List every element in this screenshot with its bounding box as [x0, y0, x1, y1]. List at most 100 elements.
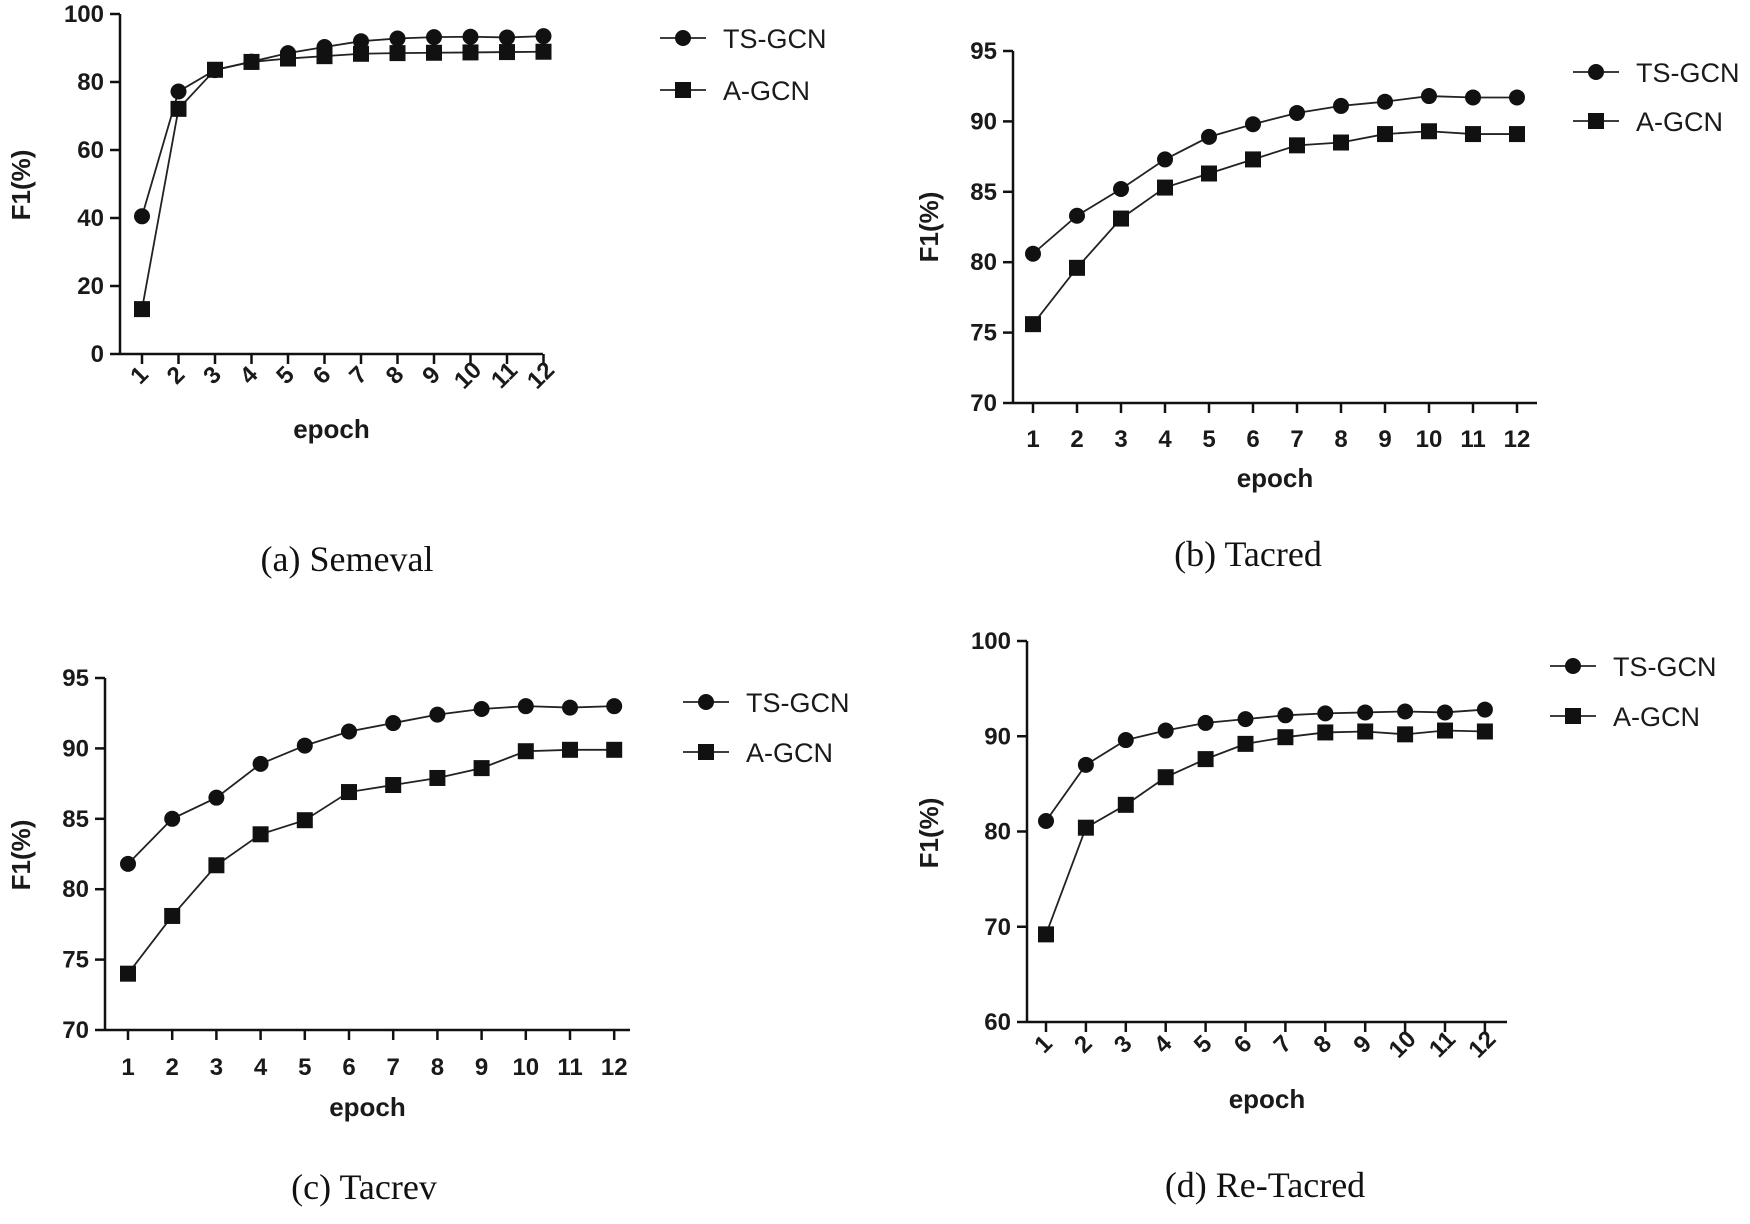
data-point-ts-gcn [1317, 705, 1334, 722]
x-axis-label: epoch [1229, 1084, 1306, 1114]
data-point-a-gcn [1277, 729, 1294, 746]
y-tick-label: 75 [970, 320, 997, 347]
data-point-a-gcn [164, 907, 181, 924]
data-point-ts-gcn [208, 789, 225, 806]
y-tick-label: 80 [62, 876, 89, 903]
x-tick-label: 11 [1460, 426, 1485, 453]
data-point-a-gcn [1377, 126, 1393, 143]
data-point-ts-gcn [1476, 701, 1493, 718]
panel-caption: (b) Tacred [1174, 534, 1322, 574]
data-point-ts-gcn [1038, 813, 1054, 830]
y-tick-label: 100 [64, 1, 104, 28]
legend-label-a-gcn: A-GCN [746, 738, 833, 768]
data-point-ts-gcn [1277, 707, 1294, 724]
data-point-a-gcn [473, 760, 490, 777]
data-point-ts-gcn [1421, 88, 1437, 105]
data-point-ts-gcn [1245, 116, 1261, 133]
series-line-a-gcn [127, 748, 615, 975]
data-point-a-gcn [1476, 723, 1493, 740]
legend-marker-a-gcn [1588, 113, 1604, 129]
data-point-a-gcn [243, 53, 260, 70]
y-tick-label: 75 [62, 947, 89, 974]
data-point-a-gcn [208, 857, 225, 874]
panel-caption: (d) Re-Tacred [1165, 1165, 1365, 1205]
data-point-a-gcn [1038, 926, 1054, 943]
legend-label-a-gcn: A-GCN [1613, 702, 1700, 732]
series-line-ts-gcn [1045, 708, 1485, 822]
x-tick-label: 9 [475, 1054, 488, 1081]
y-tick-label: 80 [984, 819, 1011, 846]
data-point-ts-gcn [1117, 732, 1134, 749]
x-tick-label: 8 [1309, 1030, 1338, 1059]
x-tick-label: 7 [1269, 1030, 1298, 1059]
x-tick-label: 10 [449, 357, 487, 395]
x-tick-label: 2 [1070, 426, 1083, 453]
data-point-ts-gcn [1025, 245, 1041, 262]
x-tick-label: 1 [125, 361, 154, 390]
x-tick-label: 9 [417, 361, 446, 390]
data-point-ts-gcn [562, 699, 578, 716]
data-point-a-gcn [1025, 316, 1041, 333]
data-point-a-gcn [1333, 134, 1349, 151]
legend-marker-a-gcn [698, 744, 714, 760]
x-tick-label: 11 [1424, 1026, 1461, 1063]
x-tick-label: 3 [1109, 1030, 1138, 1059]
y-axis-label: F1(%) [914, 192, 944, 263]
y-tick-label: 95 [970, 38, 997, 65]
data-point-a-gcn [426, 44, 442, 61]
data-point-a-gcn [1437, 722, 1453, 739]
data-point-ts-gcn [1077, 756, 1094, 773]
y-tick-label: 60 [984, 1009, 1011, 1036]
data-point-a-gcn [1357, 723, 1374, 740]
y-tick-label: 90 [984, 723, 1011, 750]
data-point-a-gcn [1397, 726, 1414, 743]
data-point-a-gcn [120, 965, 136, 982]
x-tick-label: 10 [1416, 426, 1443, 453]
y-tick-label: 85 [970, 179, 997, 206]
data-point-a-gcn [1421, 123, 1437, 140]
data-point-a-gcn [316, 48, 333, 65]
data-point-ts-gcn [120, 855, 136, 872]
y-tick-label: 70 [62, 1017, 89, 1044]
series-line-a-gcn [1045, 729, 1485, 935]
x-tick-label: 6 [1229, 1030, 1258, 1059]
data-point-a-gcn [1077, 819, 1094, 836]
data-point-ts-gcn [1397, 703, 1414, 720]
data-point-ts-gcn [1069, 207, 1085, 224]
data-point-ts-gcn [170, 83, 187, 100]
x-tick-label: 9 [1348, 1030, 1377, 1059]
x-tick-label: 8 [431, 1054, 444, 1081]
data-point-ts-gcn [1509, 89, 1525, 106]
data-point-a-gcn [385, 777, 402, 794]
x-tick-label: 9 [1378, 426, 1391, 453]
y-tick-label: 60 [77, 137, 104, 164]
x-tick-label: 4 [1158, 426, 1172, 453]
data-point-a-gcn [429, 769, 446, 786]
x-tick-label: 11 [557, 1054, 582, 1081]
data-point-ts-gcn [1465, 89, 1481, 106]
data-point-ts-gcn [1197, 714, 1214, 731]
data-point-a-gcn [1069, 259, 1085, 276]
data-point-a-gcn [1509, 126, 1525, 143]
data-point-ts-gcn [606, 698, 623, 715]
data-point-a-gcn [341, 784, 357, 801]
x-tick-label: 8 [381, 361, 410, 390]
legend-label-ts-gcn: TS-GCN [723, 24, 827, 54]
y-tick-label: 70 [970, 390, 997, 417]
data-point-ts-gcn [1201, 128, 1217, 145]
x-tick-label: 6 [1246, 426, 1259, 453]
x-tick-label: 3 [210, 1054, 223, 1081]
data-point-ts-gcn [535, 28, 552, 45]
legend-marker-ts-gcn [675, 30, 691, 46]
data-point-a-gcn [1197, 751, 1214, 768]
legend-label-ts-gcn: TS-GCN [1613, 652, 1717, 682]
x-tick-label: 12 [522, 357, 560, 395]
y-tick-label: 90 [970, 108, 997, 135]
data-point-ts-gcn [385, 715, 402, 732]
data-point-ts-gcn [1377, 93, 1393, 110]
legend-label-ts-gcn: TS-GCN [1636, 58, 1740, 88]
x-axis-label: epoch [329, 1092, 406, 1122]
data-point-a-gcn [606, 741, 623, 758]
